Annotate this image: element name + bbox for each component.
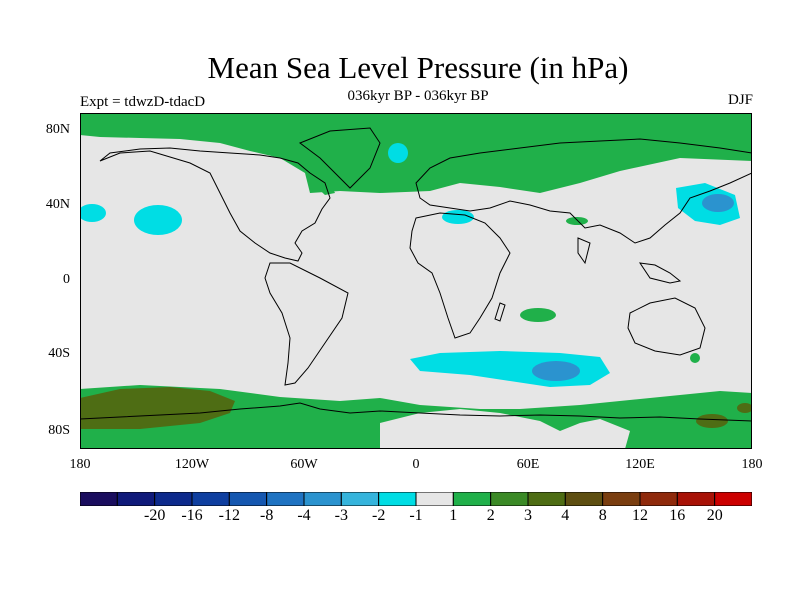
- coastlines: [79, 127, 753, 422]
- colorbar-label: 8: [598, 507, 607, 524]
- colorbar-label: 1: [449, 507, 458, 524]
- colorbar-label: -12: [218, 507, 240, 524]
- x-tick-0: 0: [412, 457, 420, 472]
- colorbar-swatch: [714, 492, 752, 506]
- colorbar-swatch: [452, 492, 492, 506]
- colorbar-swatch: [527, 492, 566, 506]
- colorbar-swatch: [228, 492, 268, 506]
- y-tick-0: 0: [63, 272, 70, 287]
- north-pacific-negative-anomaly: [134, 205, 182, 235]
- kuroshio-strong-negative: [702, 194, 734, 212]
- x-tick-60e: 60E: [516, 457, 540, 472]
- colorbar-label: -8: [260, 507, 274, 524]
- plot-subtitle: 036kyr BP - 036kyr BP: [347, 88, 489, 104]
- colorbar-labels: -20 -16 -12 -8 -4 -3 -2 -1 1 2 3 4 8 12 16 20: [80, 506, 752, 530]
- colorbar-swatch: [490, 492, 529, 506]
- south-pacific-strong-positive: [80, 387, 235, 429]
- x-tick-180w: 180: [69, 457, 91, 472]
- colorbar-swatch: [564, 492, 604, 506]
- map-panel: [78, 113, 753, 449]
- y-tick-40n: 40N: [45, 197, 70, 212]
- colorbar-label: 20: [706, 507, 723, 524]
- x-tick-120e: 120E: [625, 457, 655, 472]
- colorbar-swatch: [303, 492, 342, 506]
- colorbar-label: -3: [334, 507, 348, 524]
- south-atlantic-positive-anomaly: [520, 308, 556, 322]
- arctic-positive-anomaly: [80, 113, 752, 193]
- south-indian-strong-negative: [532, 361, 580, 381]
- y-tick-80n: 80N: [45, 122, 70, 137]
- colorbar-label: -20: [144, 507, 166, 524]
- colorbar-label: 3: [524, 507, 532, 524]
- colorbar: [80, 492, 752, 506]
- colorbar-label: 2: [486, 507, 495, 524]
- colorbar-swatch: [266, 492, 305, 506]
- dateline-strong-positive: [737, 403, 753, 413]
- colorbar-swatch: [602, 492, 641, 506]
- colorbar-label: 16: [669, 507, 686, 524]
- map-frame: [80, 113, 752, 449]
- colorbar-swatch: [378, 492, 417, 506]
- y-tick-40s: 40S: [48, 346, 70, 361]
- colorbar-label: -1: [409, 507, 423, 524]
- experiment-label: Expt = tdwzD-tdacD: [80, 94, 206, 110]
- x-tick-120w: 120W: [174, 457, 210, 472]
- southwest-pacific-strong-positive: [696, 414, 728, 428]
- greenland-sea-negative-anomaly: [388, 143, 408, 163]
- colorbar-swatch: [116, 492, 156, 506]
- antarctic-neutral-region: [380, 409, 630, 449]
- pressure-map: [78, 113, 753, 449]
- atlantic-positive-anomaly: [304, 153, 335, 195]
- colorbar-swatch: [639, 492, 678, 506]
- colorbar-swatch: [154, 492, 193, 506]
- colorbar-label: 4: [561, 507, 570, 524]
- colorbar-label: -2: [372, 507, 386, 524]
- colorbar-swatch: [340, 492, 380, 506]
- colorbar-swatch: [676, 492, 716, 506]
- colorbar-swatch: [80, 492, 118, 506]
- asia-positive-anomaly: [566, 217, 588, 225]
- x-tick-60w: 60W: [290, 457, 318, 472]
- x-tick-180e: 180: [741, 457, 763, 472]
- colorbar-label: 12: [632, 507, 648, 524]
- colorbar-swatch: [191, 492, 230, 506]
- australia-positive-anomaly: [690, 353, 700, 363]
- y-tick-80s: 80S: [48, 423, 70, 438]
- colorbar-label: -16: [181, 507, 203, 524]
- season-label: DJF: [727, 92, 753, 108]
- west-pacific-negative-anomaly: [78, 204, 106, 222]
- plot-title: Mean Sea Level Pressure (in hPa): [207, 50, 629, 85]
- colorbar-label: -4: [297, 507, 311, 524]
- colorbar-swatch: [415, 492, 454, 506]
